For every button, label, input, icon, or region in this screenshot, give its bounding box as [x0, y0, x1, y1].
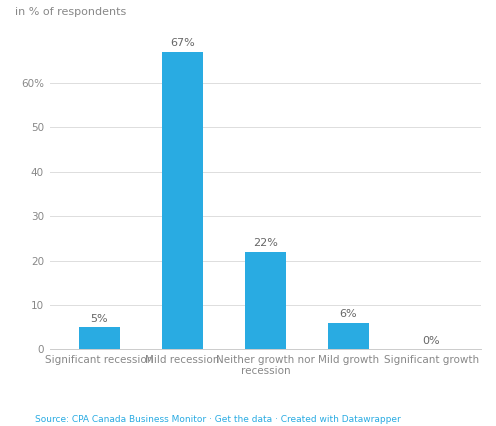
Text: in % of respondents: in % of respondents [15, 7, 126, 17]
Text: 5%: 5% [91, 314, 108, 324]
Bar [162, 52, 203, 349]
Text: 67%: 67% [170, 38, 195, 49]
Text: Source: CPA Canada Business Monitor · Get the data · Created with Datawrapper: Source: CPA Canada Business Monitor · Ge… [35, 415, 400, 424]
Text: 6%: 6% [340, 309, 357, 319]
Text: 22%: 22% [253, 238, 278, 248]
Bar [245, 252, 286, 349]
Bar [327, 323, 369, 349]
Bar [79, 327, 120, 349]
Text: 0%: 0% [423, 336, 440, 346]
